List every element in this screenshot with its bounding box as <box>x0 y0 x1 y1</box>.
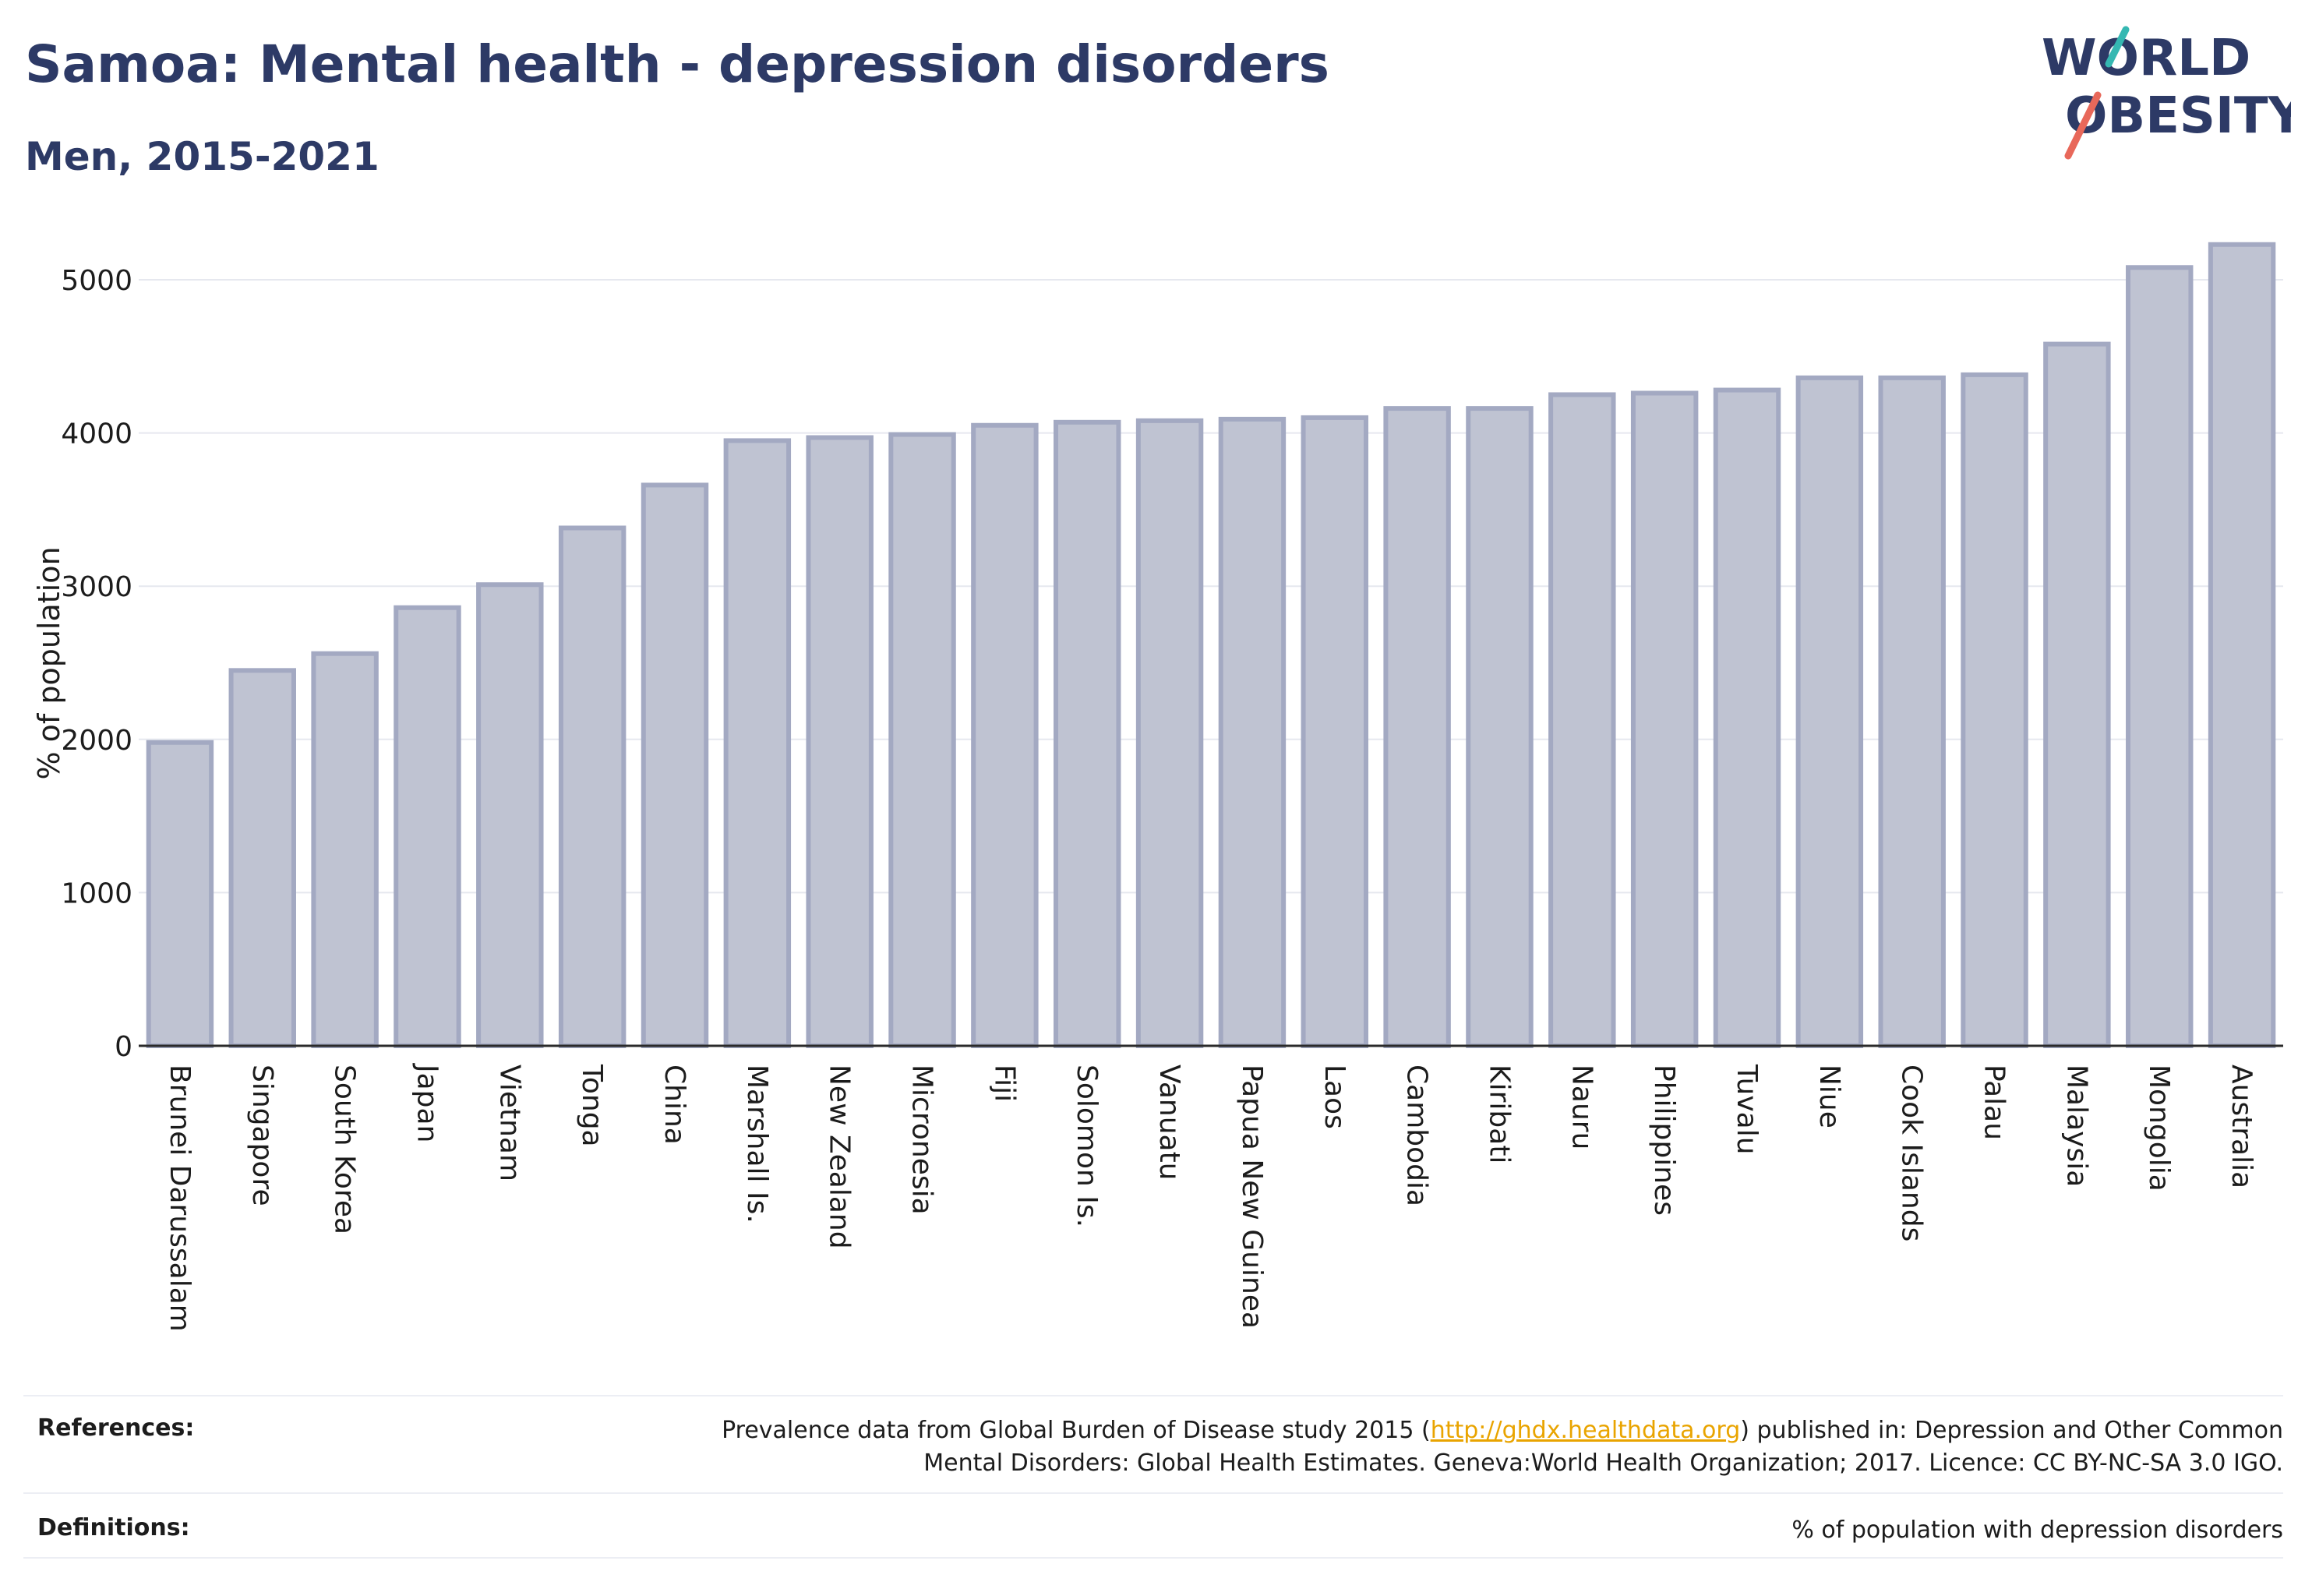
bar[interactable] <box>1301 415 1368 1048</box>
bar[interactable] <box>806 435 874 1048</box>
y-tick-label: 2000 <box>61 725 132 757</box>
bar[interactable] <box>1878 375 1946 1048</box>
bar[interactable] <box>641 482 709 1048</box>
divider-middle <box>23 1492 2283 1494</box>
bar[interactable] <box>476 582 544 1048</box>
bar[interactable] <box>1713 387 1781 1049</box>
definitions-section: Definitions: % of population with depres… <box>23 1514 2283 1553</box>
x-tick-label: Fiji <box>988 1065 1020 1102</box>
bar[interactable] <box>1548 392 1616 1048</box>
bar[interactable] <box>1961 372 2028 1048</box>
chart-title: Samoa: Mental health - depression disord… <box>25 34 1329 94</box>
references-text: Prevalence data from Global Burden of Di… <box>491 1414 2283 1480</box>
y-axis-label: % of population <box>32 546 66 779</box>
bar[interactable] <box>394 605 461 1048</box>
definitions-text: % of population with depression disorder… <box>1791 1517 2283 1544</box>
x-tick-label: Solomon Is. <box>1071 1065 1103 1227</box>
bar[interactable] <box>2208 242 2276 1049</box>
x-tick-label: Australia <box>2226 1065 2257 1188</box>
x-tick-label: Marshall Is. <box>741 1065 773 1223</box>
logo-slash-coral <box>2064 91 2102 160</box>
bar[interactable] <box>146 740 214 1049</box>
bar[interactable] <box>558 525 627 1048</box>
bar[interactable] <box>2043 341 2111 1049</box>
bar[interactable] <box>1466 406 1534 1048</box>
divider-top <box>23 1395 2283 1396</box>
divider-bottom <box>23 1557 2283 1559</box>
bar[interactable] <box>1383 406 1451 1048</box>
references-label: References: <box>37 1414 195 1442</box>
axis-layer: 0 1000 2000 3000 4000 5000 Brunei Darussalam Si… <box>61 265 2283 1332</box>
x-tick-label: Kiribati <box>1483 1065 1515 1163</box>
x-tick-label: New Zealand <box>824 1065 856 1249</box>
x-tick-label: Brunei Darussalam <box>164 1065 196 1332</box>
x-tick-label: Philippines <box>1648 1065 1680 1216</box>
y-tick-label: 5000 <box>61 265 132 297</box>
x-tick-label: Singapore <box>246 1065 278 1206</box>
definitions-label: Definitions: <box>37 1514 190 1541</box>
world-obesity-logo: WORLD OBESITY <box>2042 26 2291 160</box>
references-text-before: Prevalence data from Global Burden of Di… <box>722 1417 1431 1444</box>
references-link[interactable]: http://ghdx.healthdata.org <box>1430 1417 1741 1444</box>
bar[interactable] <box>723 438 792 1048</box>
x-tick-label: Laos <box>1318 1065 1350 1129</box>
logo-line-world: WORLD <box>2042 30 2250 87</box>
references-text-after: ) published in: Depression and Other Com… <box>1740 1417 2283 1444</box>
x-tick-label: Cook Islands <box>1896 1065 1928 1241</box>
x-tick-label: Papua New Guinea <box>1236 1065 1268 1329</box>
x-tick-label: Palau <box>1978 1065 2010 1140</box>
references-text-line2: Mental Disorders: Global Health Estimate… <box>923 1449 2283 1477</box>
x-tick-label: Tuvalu <box>1731 1064 1763 1155</box>
y-tick-label: 3000 <box>61 571 132 603</box>
x-tick-label: Tonga <box>576 1064 608 1147</box>
logo-slash-teal <box>2105 26 2130 68</box>
y-tick-label: 1000 <box>61 877 132 909</box>
references-section: References: Prevalence data from Global … <box>23 1414 2283 1485</box>
bar[interactable] <box>1630 390 1699 1049</box>
x-tick-label: Cambodia <box>1401 1065 1433 1206</box>
bar[interactable] <box>1135 418 1204 1048</box>
bar[interactable] <box>2126 265 2194 1049</box>
bar-chart: 0 1000 2000 3000 4000 5000 Brunei Darussalam Si… <box>32 242 2283 1332</box>
bar[interactable] <box>311 651 379 1048</box>
x-tick-label: South Korea <box>329 1065 361 1234</box>
x-tick-label: Micronesia <box>906 1065 938 1215</box>
x-tick-label: China <box>658 1065 690 1145</box>
bar-layer <box>146 242 2276 1049</box>
bar[interactable] <box>1054 419 1121 1048</box>
bar[interactable] <box>888 432 956 1048</box>
x-tick-label: Mongolia <box>2143 1065 2175 1192</box>
bar[interactable] <box>971 422 1039 1048</box>
chart-subtitle: Men, 2015-2021 <box>25 134 379 179</box>
x-tick-label: Japan <box>411 1063 443 1142</box>
x-tick-label: Niue <box>1813 1065 1845 1128</box>
y-tick-label: 0 <box>115 1031 132 1063</box>
x-tick-label: Vanuatu <box>1153 1065 1185 1181</box>
x-tick-label: Nauru <box>1565 1065 1597 1149</box>
logo-line-obesity: OBESITY <box>2065 87 2291 145</box>
y-tick-label: 4000 <box>61 418 132 450</box>
bar[interactable] <box>228 668 296 1048</box>
x-tick-label: Vietnam <box>493 1065 525 1181</box>
x-tick-label: Malaysia <box>2060 1065 2092 1187</box>
bar[interactable] <box>1218 416 1287 1048</box>
bar[interactable] <box>1795 375 1864 1048</box>
